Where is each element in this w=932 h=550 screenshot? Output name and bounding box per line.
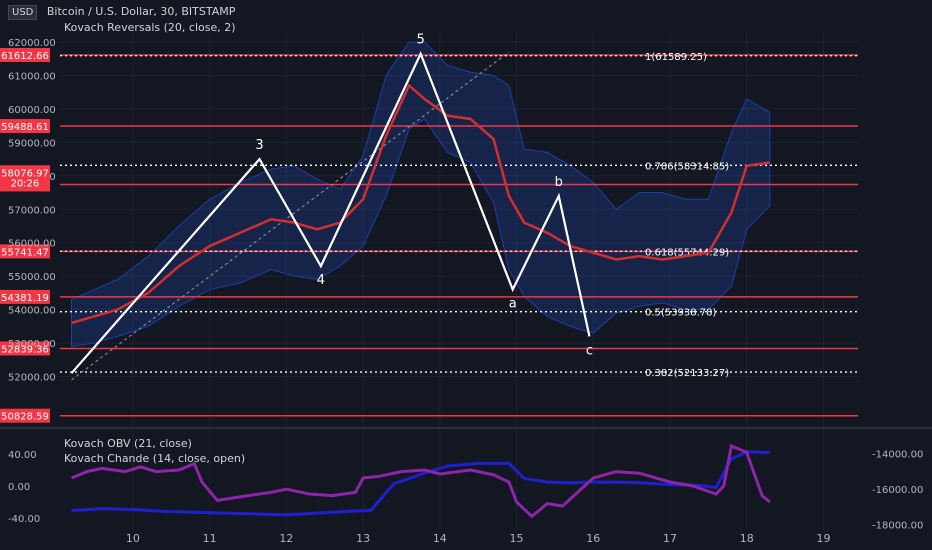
price-tick-label: 55000.00	[8, 272, 56, 283]
wave-label: 3	[255, 138, 263, 153]
wave-label: 5	[416, 33, 424, 48]
price-tick-label: 57000.00	[8, 205, 56, 216]
price-level-tag	[0, 244, 50, 259]
oscillator-left-tick: 0.00	[8, 482, 30, 493]
trend-line[interactable]	[71, 51, 510, 381]
fib-level-label: 0.382(52133.27)	[645, 368, 729, 379]
current-price-label: 58076.97	[1, 168, 49, 179]
moving-average-line	[71, 83, 770, 325]
fib-level-label: 1(61589.25)	[645, 52, 707, 63]
time-tick-label: 18	[740, 532, 754, 545]
wave-label: c	[586, 343, 593, 358]
oscillator-left-tick: -40.00	[8, 514, 40, 525]
price-tick-label: 61000.00	[8, 71, 56, 82]
chande-line	[70, 443, 771, 519]
price-level-label: 54381.19	[1, 293, 49, 304]
time-tick-label: 16	[586, 532, 600, 545]
fib-level-label: 0.618(55744.29)	[645, 247, 729, 258]
symbol-title[interactable]: Bitcoin / U.S. Dollar, 30, BITSTAMP	[46, 5, 236, 18]
volatility-band	[71, 41, 771, 347]
price-level-label: 52839.36	[1, 344, 49, 355]
price-tick-label: 56000.00	[8, 239, 56, 250]
time-tick-label: 17	[663, 532, 677, 545]
chande-indicator-label[interactable]: Kovach Chande (14, close, open)	[64, 452, 246, 465]
currency-badge[interactable]: USD	[8, 5, 38, 20]
price-level-label: 55741.47	[1, 247, 49, 258]
time-tick-label: 12	[279, 532, 293, 545]
price-tick-label: 53000.00	[8, 339, 56, 350]
price-tick-label: 59000.00	[8, 138, 56, 149]
price-tick-label: 52000.00	[8, 373, 56, 384]
wave-label: 4	[317, 273, 325, 288]
price-level-tag	[0, 408, 50, 423]
price-level-tag	[0, 47, 50, 62]
price-level-label: 61612.66	[1, 51, 49, 62]
price-level-tag	[0, 289, 50, 304]
fib-level-label: 0.5(53938.78)	[645, 308, 717, 319]
wave-label: a	[509, 297, 517, 312]
elliott-wave-line[interactable]	[70, 50, 591, 374]
price-tick-label: 62000.00	[8, 38, 56, 49]
countdown-label: 20:26	[11, 178, 40, 189]
fib-level-label: 0.786(58314.85)	[645, 161, 729, 172]
reversals-indicator-label[interactable]: Kovach Reversals (20, close, 2)	[64, 21, 236, 34]
time-tick-label: 19	[816, 532, 830, 545]
time-tick-label: 13	[356, 532, 370, 545]
chart-header: USD Bitcoin / U.S. Dollar, 30, BITSTAMP …	[8, 4, 236, 36]
price-tick-label: 60000.00	[8, 105, 56, 116]
indicator-legend: Kovach OBV (21, close) Kovach Chande (14…	[64, 436, 245, 466]
oscillator-left-tick: 40.00	[8, 450, 37, 461]
time-tick-label: 11	[203, 532, 217, 545]
time-tick-label: 14	[433, 532, 447, 545]
price-level-label: 50828.59	[1, 412, 49, 423]
price-level-tag	[0, 341, 50, 356]
oscillator-right-tick: -14000.00	[872, 450, 923, 461]
oscillator-right-tick: -18000.00	[872, 521, 923, 532]
time-tick-label: 10	[126, 532, 140, 545]
price-tick-label: 54000.00	[8, 306, 56, 317]
price-level-tag	[0, 119, 50, 134]
price-level-label: 59488.61	[1, 122, 49, 133]
oscillator-right-tick: -16000.00	[872, 485, 923, 496]
time-tick-label: 15	[510, 532, 524, 545]
wave-label: b	[555, 175, 563, 190]
obv-indicator-label[interactable]: Kovach OBV (21, close)	[64, 437, 192, 450]
current-price-tag	[0, 165, 50, 190]
